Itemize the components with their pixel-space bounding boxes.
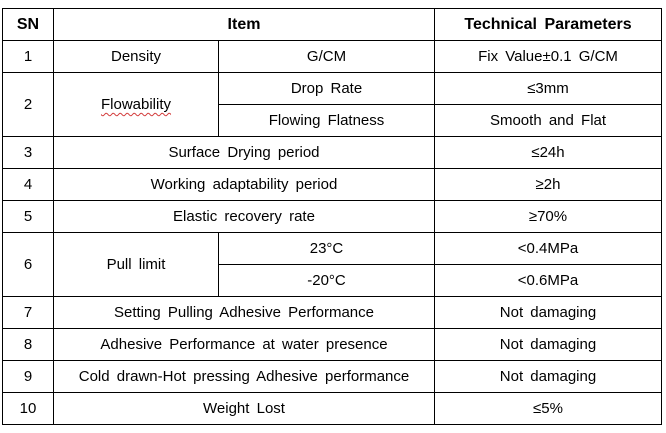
row-item: Surface Drying period xyxy=(53,136,435,169)
row-value: ≤5% xyxy=(434,392,662,425)
row-value: ≤24h xyxy=(434,136,662,169)
row-item: Pull limit xyxy=(53,232,219,297)
table-row: 5 Elastic recovery rate ≥70% xyxy=(2,200,662,233)
row-sn: 5 xyxy=(2,200,54,233)
row-item: Cold drawn-Hot pressing Adhesive perform… xyxy=(53,360,435,393)
row-sn: 7 xyxy=(2,296,54,329)
table-row: 8 Adhesive Performance at water presence… xyxy=(2,328,662,361)
table-row: 1 Density G/CM Fix Value±0.1 G/CM xyxy=(2,40,662,73)
table-row: 9 Cold drawn-Hot pressing Adhesive perfo… xyxy=(2,360,662,393)
row-item: Elastic recovery rate xyxy=(53,200,435,233)
row-sn: 4 xyxy=(2,168,54,201)
row-sn: 6 xyxy=(2,232,54,297)
row-value: Not damaging xyxy=(434,360,662,393)
table-row: -20°C <0.6MPa xyxy=(3,264,662,297)
row-item: Flowability xyxy=(53,72,219,137)
row-value: ≥2h xyxy=(434,168,662,201)
row-item: Adhesive Performance at water presence xyxy=(53,328,435,361)
row-value: Not damaging xyxy=(434,328,662,361)
row-sn: 3 xyxy=(2,136,54,169)
row-item: Working adaptability period xyxy=(53,168,435,201)
row-item: Setting Pulling Adhesive Performance xyxy=(53,296,435,329)
row-value: Not damaging xyxy=(434,296,662,329)
table-row: 3 Surface Drying period ≤24h xyxy=(2,136,662,169)
row-sn: 2 xyxy=(2,72,54,137)
row-subitem: Flowing Flatness xyxy=(218,104,435,137)
table-row: 2 Flowability Drop Rate ≤3mm xyxy=(2,72,662,137)
row-value: Smooth and Flat xyxy=(434,104,662,137)
row-item: Density xyxy=(53,40,219,73)
row-subitem: Drop Rate xyxy=(218,72,435,105)
header-item: Item xyxy=(53,8,435,41)
table-row: 7 Setting Pulling Adhesive Performance N… xyxy=(2,296,662,329)
row-value: Fix Value±0.1 G/CM xyxy=(434,40,662,73)
row-sn: 10 xyxy=(2,392,54,425)
row-value: <0.4MPa xyxy=(434,232,662,265)
table-header-row: SN Item Technical Parameters xyxy=(2,8,662,41)
header-technical-parameters: Technical Parameters xyxy=(434,8,662,41)
row-sn: 1 xyxy=(2,40,54,73)
row-subitem: -20°C xyxy=(218,264,435,297)
row-value: ≥70% xyxy=(434,200,662,233)
flowability-label: Flowability xyxy=(100,96,172,113)
row-value: <0.6MPa xyxy=(434,264,662,297)
row-sn: 8 xyxy=(2,328,54,361)
row-subitem: G/CM xyxy=(218,40,435,73)
row-sn: 9 xyxy=(2,360,54,393)
technical-parameters-table: SN Item Technical Parameters 1 Density G… xyxy=(2,8,662,425)
row-value: ≤3mm xyxy=(434,72,662,105)
header-sn: SN xyxy=(2,8,54,41)
row-item: Weight Lost xyxy=(53,392,435,425)
table-row: Flowing Flatness Smooth and Flat xyxy=(3,104,662,137)
table-row: 6 Pull limit 23°C <0.4MPa xyxy=(2,232,662,297)
row-subitem: 23°C xyxy=(218,232,435,265)
table-row: 10 Weight Lost ≤5% xyxy=(2,392,662,425)
table-row: 4 Working adaptability period ≥2h xyxy=(2,168,662,201)
